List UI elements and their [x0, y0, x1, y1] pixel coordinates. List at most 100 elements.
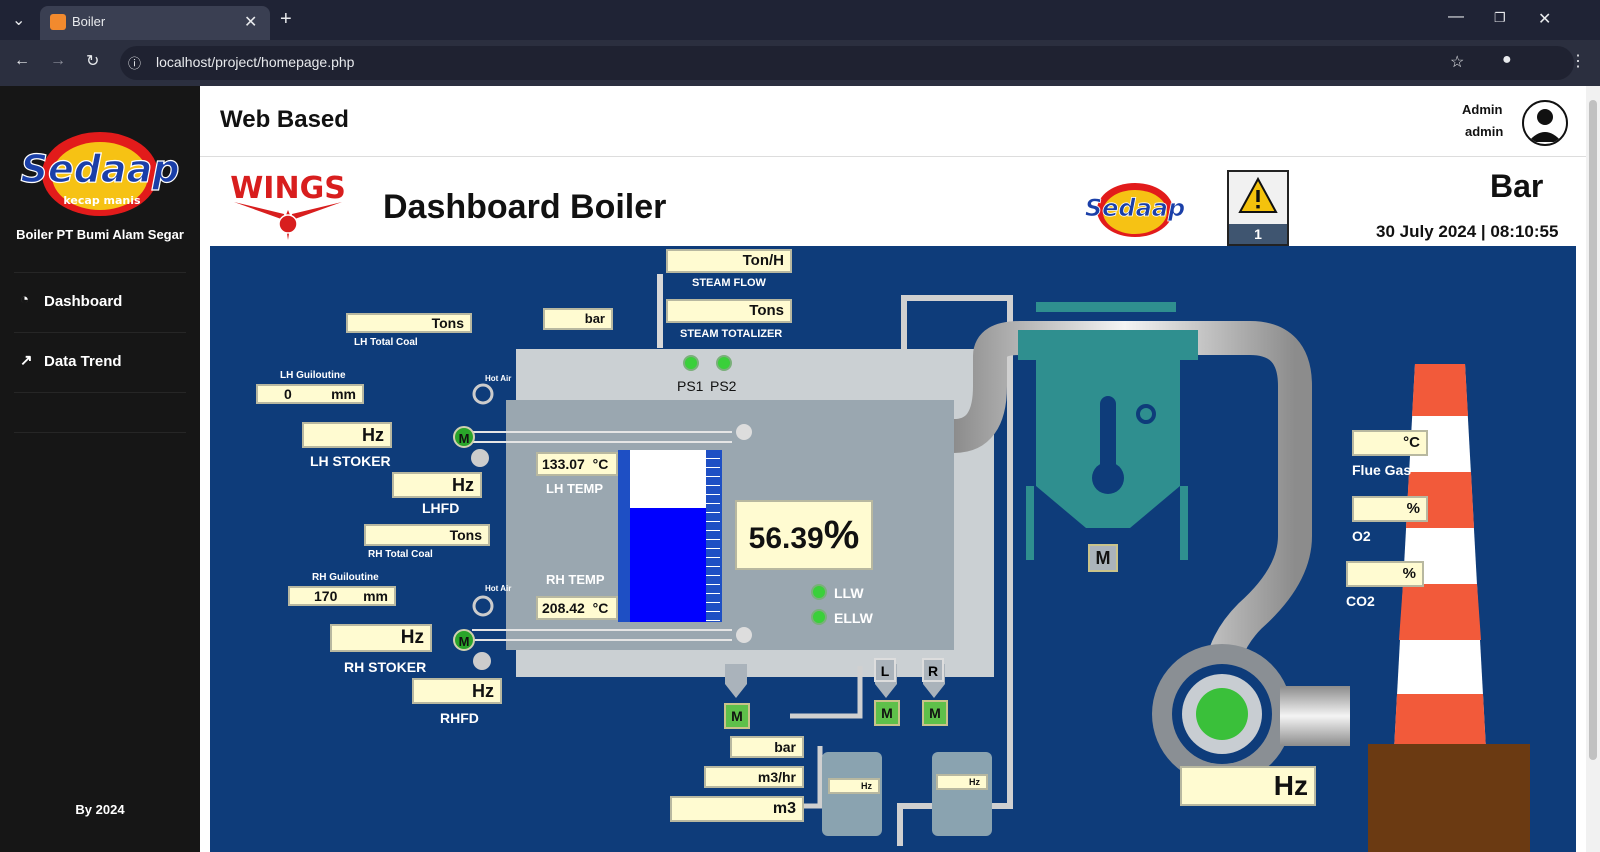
wings-logo: WINGS — [230, 171, 346, 240]
drum-level-value: 56.39 — [748, 522, 824, 555]
ash-motor-button[interactable]: M — [724, 703, 750, 729]
profile-icon[interactable]: ● — [1502, 51, 1512, 68]
rh-stoker-label: RH STOKER — [344, 659, 427, 675]
minimize-icon[interactable]: — — [1448, 8, 1464, 25]
l-motor-button[interactable]: M — [874, 700, 900, 726]
rh-guillotine-field: 170 mm — [288, 586, 396, 606]
drum-level-field: 56.39% — [735, 500, 873, 570]
url-text: localhost/project/homepage.php — [156, 54, 355, 70]
boiler-mimic-panel: Ton/H STEAM FLOW Tons STEAM TOTALIZER ba… — [210, 246, 1576, 852]
lhfd-label: LHFD — [422, 500, 460, 516]
lh-stoker-field: Hz — [302, 422, 392, 448]
back-icon[interactable]: ← — [14, 52, 30, 69]
l-tag: L — [874, 658, 896, 682]
tab-list-chevron-icon[interactable]: ⌄ — [12, 12, 26, 29]
rh-temp-unit: °C — [592, 600, 609, 616]
lh-guillotine-label: LH Guiloutine — [280, 370, 346, 381]
sidebar-item-data-trend[interactable]: ↗ Data Trend — [14, 332, 186, 391]
page-title: Web Based — [220, 106, 349, 133]
address-bar-row: ← → ↻ ⓘ localhost/project/homepage.php ☆… — [0, 40, 1600, 86]
lh-temp-value: 133.07 — [542, 456, 585, 472]
lh-temp-unit: °C — [592, 456, 609, 472]
rh-guillotine-value: 170 — [314, 588, 338, 604]
user-name: Admin — [1462, 102, 1503, 117]
sidebar-item-label: Dashboard — [44, 293, 123, 310]
new-tab-icon[interactable]: + — [280, 8, 292, 30]
sedaap-logo: Sedaap kecap manis — [20, 132, 180, 216]
sidebar: Sedaap kecap manis Boiler PT Bumi Alam S… — [0, 86, 200, 852]
pressure-unit: Bar — [1490, 168, 1544, 204]
forward-icon[interactable]: → — [50, 52, 66, 69]
close-tab-icon[interactable]: ✕ — [244, 14, 258, 31]
water-pressure-field: bar — [730, 736, 804, 758]
rh-total-coal-field: Tons — [364, 524, 490, 546]
gauge-icon: ◔ — [20, 291, 30, 308]
sidebar-brand: Sedaap — [21, 147, 180, 191]
lh-guillotine-value: 0 — [284, 386, 292, 402]
bookmark-star-icon[interactable]: ☆ — [1450, 54, 1465, 71]
scrollbar-track[interactable] — [1586, 86, 1600, 852]
r-tag: R — [922, 658, 944, 682]
dashboard-title: Dashboard Boiler — [383, 188, 667, 226]
rh-stoker-motor-button[interactable]: M — [453, 629, 475, 651]
restore-icon[interactable]: ❐ — [1494, 10, 1506, 25]
co2-field: % — [1346, 561, 1424, 587]
url-field[interactable]: ⓘ localhost/project/homepage.php ☆ — [120, 46, 1574, 80]
lh-stoker-motor-button[interactable]: M — [453, 426, 475, 448]
water-total-field: m3 — [670, 796, 804, 822]
ellw-label: ELLW — [834, 610, 873, 626]
ps2-indicator — [716, 355, 732, 371]
site-info-icon[interactable]: ⓘ — [128, 56, 142, 71]
steam-flow-field: Ton/H — [666, 249, 792, 273]
close-window-icon[interactable]: ✕ — [1538, 11, 1552, 28]
rh-temp-label: RH TEMP — [546, 572, 605, 587]
alarm-count: 1 — [1229, 224, 1287, 244]
lh-guillotine-field: 0 mm — [256, 384, 364, 404]
dust-collector-motor-button[interactable]: M — [1088, 544, 1118, 572]
ellw-indicator — [811, 609, 827, 625]
browser-tab[interactable]: Boiler ✕ — [40, 6, 270, 40]
alarm-indicator[interactable]: 1 — [1227, 170, 1289, 246]
sidebar-item-dashboard[interactable]: ◔ Dashboard — [14, 272, 186, 331]
rh-total-coal-label: RH Total Coal — [368, 549, 433, 560]
scrollbar-thumb[interactable] — [1589, 100, 1597, 760]
rh-temp-field: 208.42 °C — [536, 596, 618, 620]
lh-temp-field: 133.07 °C — [536, 452, 618, 476]
rh-guillotine-unit: mm — [363, 588, 388, 604]
rh-guillotine-label: RH Guiloutine — [312, 572, 379, 583]
steam-totalizer-label: STEAM TOTALIZER — [680, 328, 783, 340]
flue-gas-field: °C — [1352, 430, 1428, 456]
rhfd-label: RHFD — [440, 710, 479, 726]
rhfd-field: Hz — [412, 678, 502, 704]
flue-gas-label: Flue Gas — [1352, 462, 1412, 478]
level-scale-ticks — [706, 450, 720, 622]
sidebar-item-label: Data Trend — [44, 353, 122, 370]
lh-temp-label: LH TEMP — [546, 481, 604, 496]
pump1-hz-field: Hz — [828, 778, 880, 794]
avatar[interactable] — [1522, 100, 1568, 146]
tab-title: Boiler — [72, 14, 106, 29]
co2-label: CO2 — [1346, 593, 1375, 609]
sidebar-divider — [14, 392, 186, 433]
r-motor-button[interactable]: M — [922, 700, 948, 726]
chart-line-icon: ↗ — [20, 352, 33, 369]
rh-stoker-field: Hz — [330, 624, 432, 652]
lhfd-field: Hz — [392, 472, 482, 498]
drum-level-fill — [630, 508, 720, 622]
reload-icon[interactable]: ↻ — [86, 53, 100, 70]
idf-hz-field: Hz — [1180, 766, 1316, 806]
ps2-label: PS2 — [710, 378, 737, 394]
sidebar-company: Boiler PT Bumi Alam Segar — [16, 227, 184, 242]
sidebar-divider — [14, 432, 186, 435]
kebab-menu-icon[interactable]: ⋮ — [1570, 53, 1586, 70]
lh-stoker-label: LH STOKER — [310, 453, 391, 469]
drum-pressure-field: bar — [543, 308, 613, 330]
lh-total-coal-field: Tons — [346, 313, 472, 333]
warning-icon — [1238, 176, 1278, 213]
browser-tab-bar: ⌄ Boiler ✕ + — ❐ ✕ — [0, 0, 1600, 40]
svg-text:Sedaap: Sedaap — [1085, 194, 1185, 222]
hot-air-label-1: Hot Air — [485, 374, 512, 383]
o2-label: O2 — [1352, 528, 1371, 544]
steam-flow-label: STEAM FLOW — [692, 277, 766, 289]
datetime: 30 July 2024 | 08:10:55 — [1376, 222, 1559, 241]
